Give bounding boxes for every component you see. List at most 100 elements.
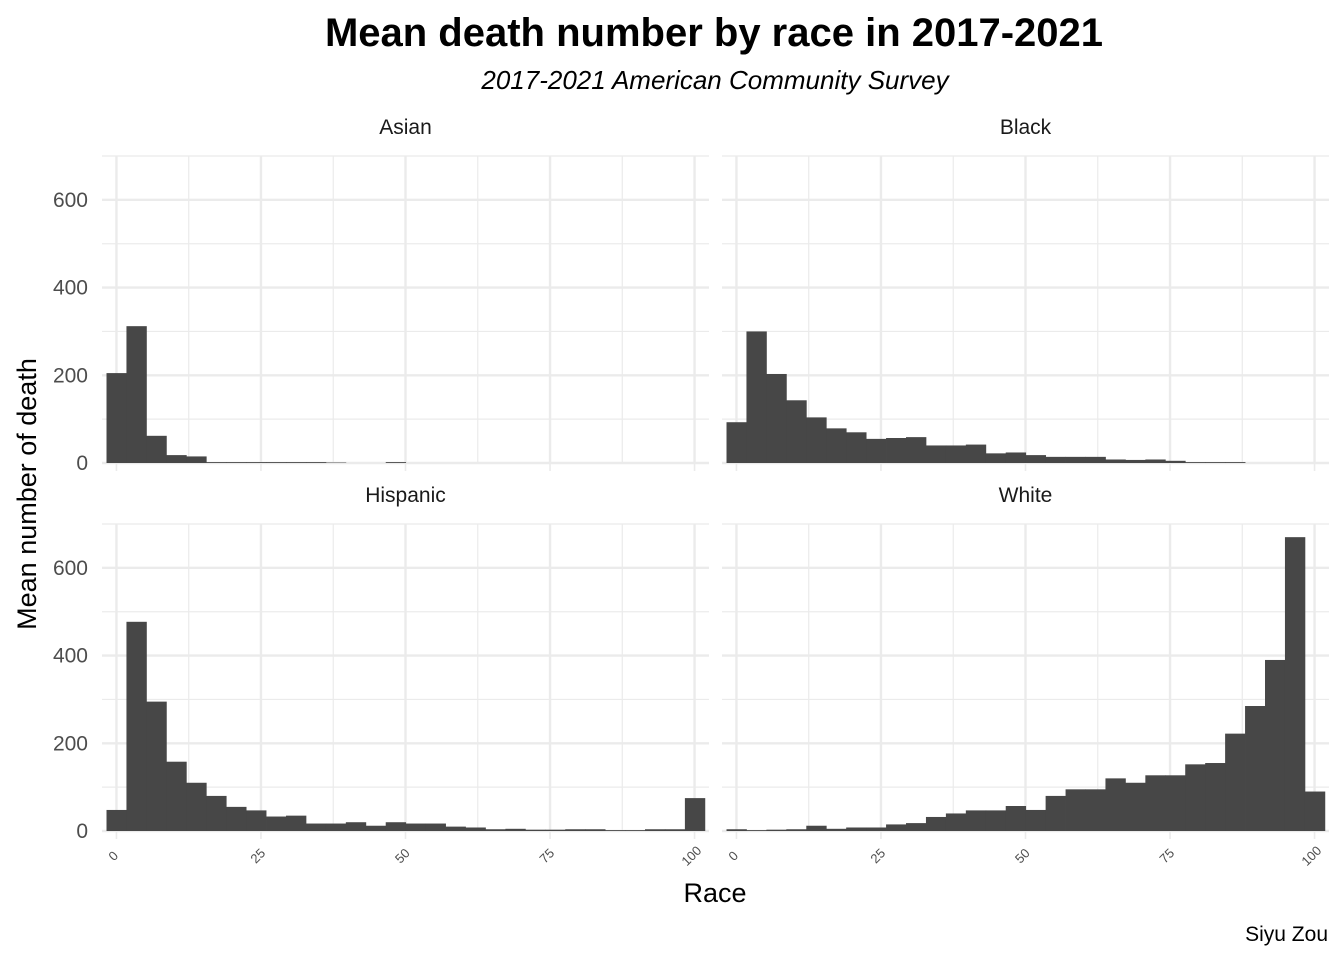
chart-subtitle: 2017-2021 American Community Survey [480,65,950,95]
bar-black [1065,456,1086,463]
bar-asian [226,462,247,463]
bar-white [846,827,867,831]
bar-hispanic [126,621,147,831]
bar-hispanic [545,829,566,831]
bar-hispanic [286,815,307,831]
bar-hispanic [106,809,127,831]
bar-hispanic [345,822,367,831]
bar-hispanic [565,829,586,831]
bar-black [1085,456,1106,463]
bar-black [925,445,947,463]
bar-black [806,417,827,463]
bar-black [866,438,887,463]
bar-hispanic [206,795,227,831]
bar-white [1205,763,1226,831]
y-tick-label: 0 [76,452,88,475]
bar-asian [266,462,287,463]
bar-hispanic [146,701,167,831]
x-tick-label: 0 [725,848,741,864]
bar-white [1125,782,1146,831]
bar-white [1304,791,1326,831]
x-tick-label: 100 [1298,843,1324,869]
bar-white [766,829,787,831]
bar-hispanic [405,823,427,831]
bar-hispanic [365,825,387,831]
bar-asian [146,435,167,463]
bar-white [906,823,927,831]
bar-white [1045,795,1066,831]
bar-white [1225,733,1246,831]
bar-white [1265,659,1286,831]
bar-asian [106,373,127,463]
x-tick-label: 25 [247,845,268,866]
bar-white [1165,775,1186,831]
bar-white [1245,706,1266,831]
bar-black [1205,462,1226,463]
bar-black [985,453,1007,463]
x-tick-label: 50 [392,845,413,866]
facet-panels: Asian 0 200 400 600 Black Hispanic 0 200 400 600 0 2… [53,116,1329,869]
bar-white [886,824,907,831]
bar-hispanic [625,830,646,831]
x-tick-label: 0 [105,848,121,864]
bar-white [866,827,887,831]
bar-hispanic [585,829,606,831]
bar-hispanic [465,827,486,831]
bar-black [1105,459,1126,463]
x-tick-label: 50 [1012,845,1033,866]
bar-hispanic [246,810,267,831]
bar-white [726,829,747,831]
bar-hispanic [485,829,506,831]
strip-label-asian: Asian [379,116,432,139]
bar-black [1145,459,1166,463]
strip-label-white: White [999,484,1053,507]
bar-white [806,825,827,831]
bar-hispanic [505,828,526,831]
bar-white [1085,789,1106,831]
bar-hispanic [166,761,187,831]
bar-black [1125,459,1146,463]
strip-label-black: Black [1000,116,1052,139]
bar-white [1284,537,1306,831]
y-tick-label: 200 [53,732,88,755]
panel-black: Black [722,116,1329,471]
bar-asian [126,326,147,463]
x-tick-label: 100 [678,843,704,869]
bar-asian [166,455,187,463]
strip-label-hispanic: Hispanic [365,484,446,507]
bar-white [786,829,807,831]
bar-black [1225,462,1246,463]
y-tick-label: 600 [53,189,88,212]
bar-asian [206,462,227,463]
y-axis-title: Mean number of death [12,358,42,630]
bar-black [945,445,967,463]
bar-asian [385,462,407,463]
bar-black [746,331,767,463]
bar-hispanic [385,822,407,831]
bar-white [1145,775,1166,831]
bar-hispanic [445,826,466,831]
panel-white: White 0 25 50 75 100 [722,484,1329,869]
bar-hispanic [226,806,247,831]
chart-title: Mean death number by race in 2017-2021 [325,11,1103,55]
y-tick-label: 400 [53,277,88,300]
bar-black [1165,460,1186,463]
bar-black [886,438,907,463]
bar-white [1005,806,1027,831]
bar-black [1005,452,1027,463]
bar-white [965,810,987,831]
y-tick-label: 400 [53,645,88,668]
bar-white [746,830,767,831]
bar-black [786,400,807,463]
x-tick-label: 75 [536,845,557,866]
bar-hispanic [605,830,626,831]
bar-black [766,373,787,463]
y-tick-label: 200 [53,364,88,387]
panel-hispanic: Hispanic 0 200 400 600 0 25 50 75 100 [53,484,709,869]
bar-asian [305,462,327,463]
bar-hispanic [525,829,546,831]
panel-asian: Asian 0 200 400 600 [53,116,709,475]
bar-asian [246,462,267,463]
bar-black [906,437,927,463]
